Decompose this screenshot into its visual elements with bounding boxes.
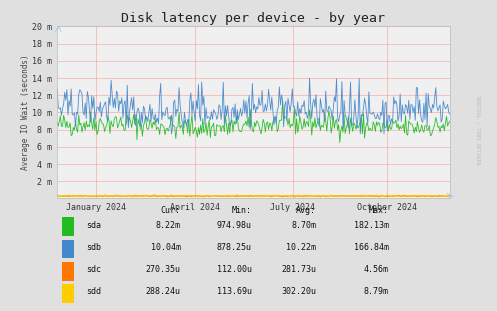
Text: sdb: sdb xyxy=(86,243,101,252)
Text: 974.98u: 974.98u xyxy=(217,220,251,230)
Bar xyxy=(62,262,74,281)
Text: RRDTOOL / TOBI OETIKER: RRDTOOL / TOBI OETIKER xyxy=(476,96,481,165)
Bar xyxy=(62,217,74,236)
Text: 8.70m: 8.70m xyxy=(291,220,316,230)
Bar xyxy=(62,284,74,303)
Text: Cur:: Cur: xyxy=(161,206,181,215)
Text: 166.84m: 166.84m xyxy=(354,243,389,252)
Text: 8.79m: 8.79m xyxy=(364,287,389,296)
Text: 8.22m: 8.22m xyxy=(156,220,181,230)
Text: 10.04m: 10.04m xyxy=(151,243,181,252)
Text: sdd: sdd xyxy=(86,287,101,296)
Y-axis label: Average IO Wait (seconds): Average IO Wait (seconds) xyxy=(20,55,29,170)
Text: 113.69u: 113.69u xyxy=(217,287,251,296)
Text: 302.20u: 302.20u xyxy=(281,287,316,296)
Text: 182.13m: 182.13m xyxy=(354,220,389,230)
Text: 281.73u: 281.73u xyxy=(281,265,316,274)
Text: Min:: Min: xyxy=(232,206,251,215)
Text: 270.35u: 270.35u xyxy=(146,265,181,274)
Text: Avg:: Avg: xyxy=(296,206,316,215)
Text: 878.25u: 878.25u xyxy=(217,243,251,252)
Text: sdc: sdc xyxy=(86,265,101,274)
Text: Max:: Max: xyxy=(369,206,389,215)
Title: Disk latency per device - by year: Disk latency per device - by year xyxy=(121,12,386,25)
Text: 112.00u: 112.00u xyxy=(217,265,251,274)
Text: 4.56m: 4.56m xyxy=(364,265,389,274)
Text: 10.22m: 10.22m xyxy=(286,243,316,252)
Text: sda: sda xyxy=(86,220,101,230)
Text: 288.24u: 288.24u xyxy=(146,287,181,296)
Bar xyxy=(62,239,74,258)
